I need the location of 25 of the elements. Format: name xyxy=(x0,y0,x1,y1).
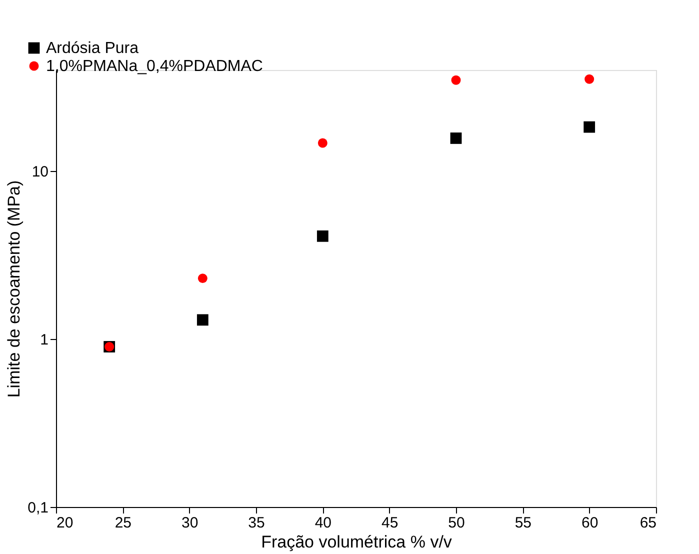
x-tick-label: 50 xyxy=(448,514,465,532)
point xyxy=(450,132,462,144)
x-tick-label: 60 xyxy=(581,514,598,532)
point xyxy=(316,230,328,242)
x-tick-label: 40 xyxy=(314,514,332,532)
point xyxy=(198,274,208,284)
point xyxy=(196,314,208,326)
x-tick-label: 65 xyxy=(640,514,656,532)
point xyxy=(584,74,594,84)
x-tick-label: 55 xyxy=(514,514,532,532)
x-tick-label: 25 xyxy=(114,514,132,532)
legend-label: Ardósia Pura xyxy=(46,40,139,57)
point xyxy=(584,121,596,133)
x-tick-label: 35 xyxy=(248,514,265,532)
x-tick-label: 45 xyxy=(381,514,398,532)
x-axis-title: Fração volumétrica % v/v xyxy=(261,532,452,552)
point xyxy=(451,75,461,85)
y-axis-title: Limite de escoamento (MPa) xyxy=(4,180,24,398)
x-tick-label: 30 xyxy=(181,514,198,532)
y-tick-label: 1 xyxy=(40,332,48,349)
y-tick-label: 10 xyxy=(32,164,48,181)
point xyxy=(318,138,328,148)
y-tick-label: 0,1 xyxy=(28,500,48,516)
legend-label: 1,0%PMANa_0,4%PDADMAC xyxy=(46,58,263,75)
x-tick-label: 20 xyxy=(56,514,74,532)
